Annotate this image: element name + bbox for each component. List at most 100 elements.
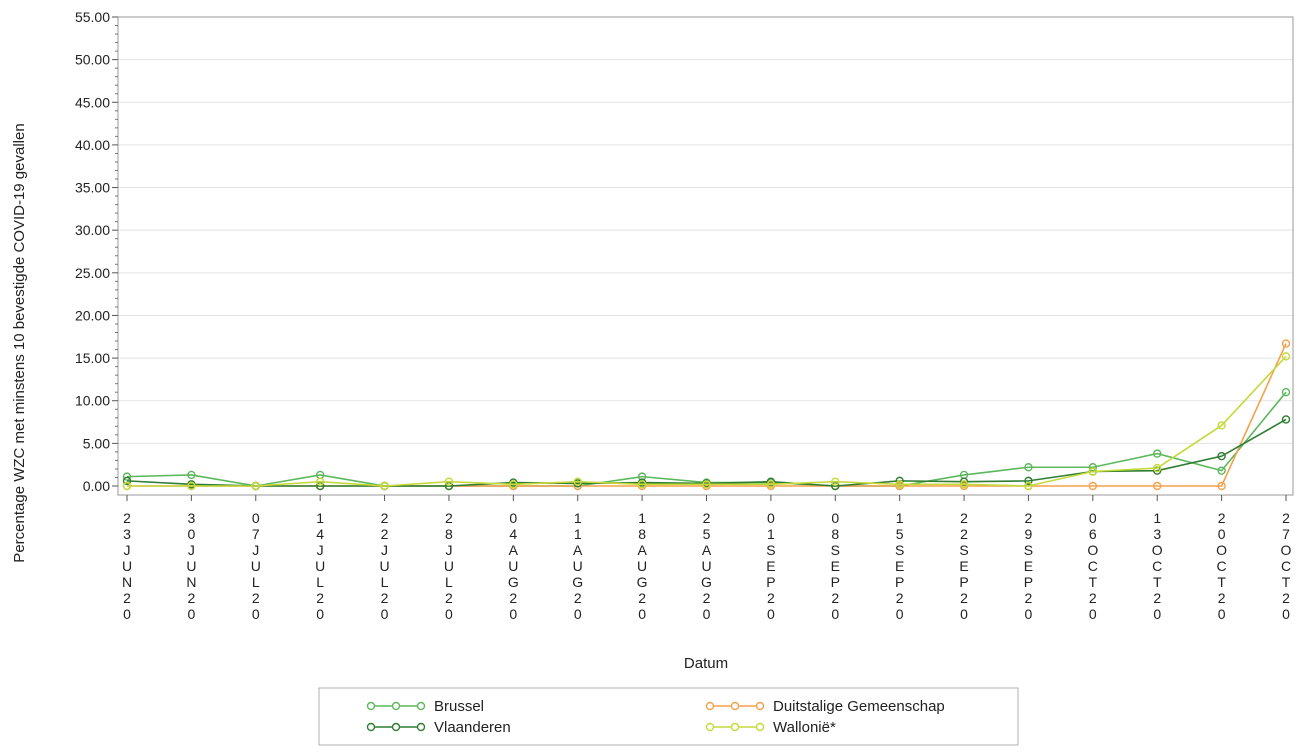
data-point [702, 480, 711, 489]
legend-marker [755, 701, 765, 711]
y-tick-label: 45.00 [75, 94, 110, 110]
data-point [766, 480, 776, 489]
legend-marker [755, 722, 765, 732]
data-point [509, 480, 518, 489]
data-point [1153, 449, 1162, 458]
data-point [1217, 481, 1226, 491]
data-point [380, 481, 389, 491]
data-point [1281, 339, 1291, 348]
legend-label: Duitstalige Gemeenschap [773, 698, 945, 715]
legend-item: Duitstalige Gemeenschap [705, 698, 945, 715]
data-point [637, 480, 647, 489]
data-point [122, 481, 132, 491]
data-point [315, 477, 325, 486]
legend-marker [391, 722, 401, 732]
series-layer [122, 339, 1291, 491]
legend-marker [366, 701, 376, 711]
legend-marker [366, 722, 376, 732]
data-point [895, 480, 904, 489]
legend-marker [730, 701, 740, 711]
axis-layer: 0.00 5.00 10.00 15.00 20.00 25.00 30.00 35.00 40… [75, 9, 1294, 622]
y-axis-title: Percentage WZC met minstens 10 bevestigd… [11, 123, 28, 562]
series-line [126, 418, 1287, 487]
y-tick-label: 25.00 [75, 265, 110, 281]
data-point [959, 480, 969, 489]
data-point [766, 477, 776, 486]
data-point [122, 476, 132, 486]
legend-label: Wallonië* [773, 719, 836, 736]
data-point [959, 477, 969, 486]
legend-item: Vlaanderen [366, 719, 511, 736]
grid-layer [118, 16, 1293, 444]
y-tick-label: 0.00 [83, 478, 110, 494]
series-line [127, 343, 1287, 487]
data-point [187, 470, 196, 480]
y-tick-label: 15.00 [75, 350, 110, 366]
data-point [573, 477, 582, 486]
legend-marker [730, 722, 740, 732]
x-axis-title: Datum [684, 655, 728, 672]
series-4 [122, 352, 1291, 491]
data-point [1281, 415, 1291, 424]
data-point [1088, 467, 1098, 476]
data-point [1217, 451, 1226, 461]
data-point [1281, 352, 1291, 361]
series-line [127, 355, 1287, 487]
legend: Brussel Duitstalige Gemeenschap Vlaanderen… [318, 687, 1019, 746]
data-point [1024, 476, 1033, 486]
data-point [1153, 463, 1162, 473]
legend-label: Vlaanderen [434, 719, 511, 736]
y-tick-label: 35.00 [75, 180, 110, 196]
series-1 [122, 388, 1291, 491]
legend-marker [705, 701, 715, 711]
data-point [831, 477, 840, 486]
data-point [1281, 388, 1291, 397]
legend-item: Brussel [366, 698, 484, 715]
plot-frame [117, 16, 1294, 496]
legend-box [318, 687, 1019, 746]
data-point [122, 472, 132, 481]
data-point [187, 481, 196, 491]
y-tick-label: 40.00 [75, 137, 110, 153]
legend-item: Wallonië* [705, 719, 836, 736]
data-point [444, 477, 454, 486]
data-point [1024, 463, 1033, 472]
legend-marker [391, 701, 401, 711]
legend-label: Brussel [434, 698, 484, 715]
y-tick-label: 55.00 [75, 9, 110, 25]
legend-marker [705, 722, 715, 732]
data-point [1217, 421, 1226, 430]
data-point [251, 481, 260, 491]
series-2 [122, 339, 1291, 491]
data-point [1024, 481, 1033, 491]
y-tick-label: 20.00 [75, 307, 110, 323]
y-tick-label: 30.00 [75, 222, 110, 238]
data-point [1217, 466, 1226, 475]
legend-marker [416, 701, 426, 711]
legend-marker [416, 722, 426, 732]
y-tick-label: 50.00 [75, 52, 110, 68]
data-point [1153, 481, 1162, 491]
data-point [1088, 481, 1098, 491]
